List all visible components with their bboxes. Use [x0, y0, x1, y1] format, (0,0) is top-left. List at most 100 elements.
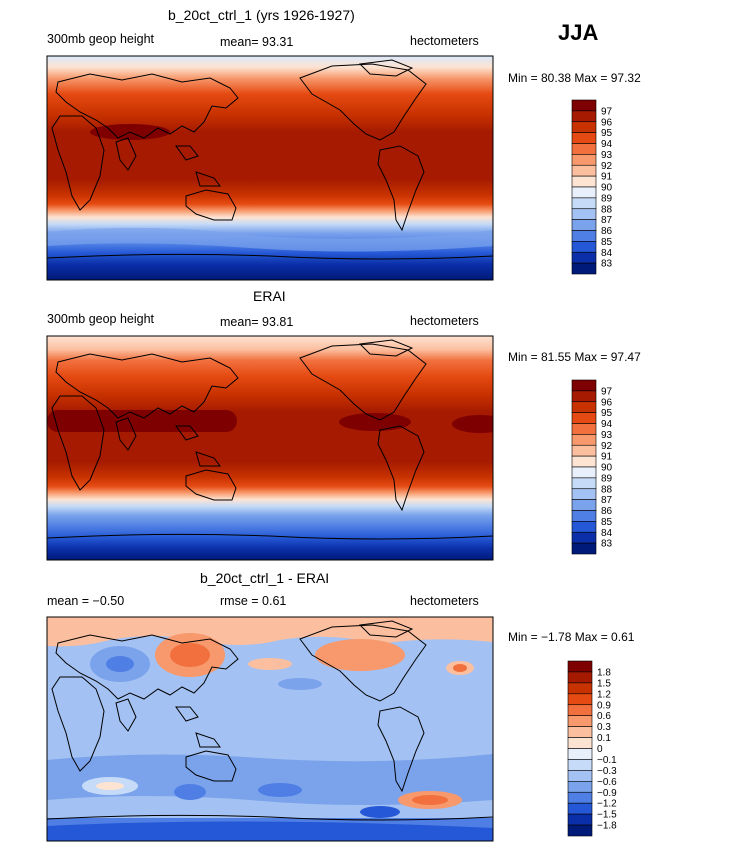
colorbar-tick-label: 85	[601, 237, 613, 248]
season-label: JJA	[558, 20, 599, 45]
colorbar-box	[571, 154, 597, 166]
panel1-variable-label: 300mb geop height	[47, 32, 155, 46]
colorbar-box	[571, 186, 597, 199]
colorbar-box	[571, 488, 597, 500]
colorbar-tick-label: 93	[601, 430, 613, 441]
colorbar-box	[571, 477, 597, 490]
colorbar-box	[571, 132, 597, 144]
panel3-minmax: Min = −1.78 Max = 0.61	[508, 630, 635, 644]
colorbar-box	[567, 715, 593, 727]
colorbar-box	[571, 434, 597, 446]
colorbar-tick-label: −1.8	[597, 821, 617, 832]
colorbar-box	[567, 693, 593, 706]
colorbar-tick-label: 92	[601, 161, 613, 172]
colorbar-box	[571, 444, 597, 457]
colorbar-tick-label: 83	[601, 539, 613, 550]
colorbar-box	[571, 99, 597, 112]
colorbar-box	[571, 241, 597, 253]
panel1-map	[47, 56, 493, 280]
colorbar-tick-label: 92	[601, 441, 613, 452]
colorbar-box	[571, 251, 597, 264]
colorbar-tick-label: 90	[601, 183, 613, 194]
colorbar-tick-label: 83	[601, 259, 613, 270]
colorbar-tick-label: −0.9	[597, 788, 617, 799]
colorbar-tick-label: 96	[601, 117, 613, 128]
colorbar-tick-label: 89	[601, 473, 613, 484]
colorbar-tick-label: 1.2	[597, 689, 611, 700]
colorbar-box	[567, 682, 593, 695]
colorbar-tick-label: 95	[601, 408, 613, 419]
colorbar-tick-label: 95	[601, 128, 613, 139]
colorbar-box	[567, 824, 593, 837]
panel1-minmax: Min = 80.38 Max = 97.32	[508, 71, 641, 85]
colorbar-box	[567, 759, 593, 771]
colorbar-tick-label: 0.9	[597, 700, 611, 711]
colorbar-box	[567, 748, 593, 760]
colorbar-tick-label: 85	[601, 517, 613, 528]
colorbar-tick-label: 88	[601, 204, 613, 215]
colorbar-tick-label: 0	[597, 744, 603, 755]
colorbar-tick-label: 0.3	[597, 722, 611, 733]
colorbar-tick-label: 84	[601, 248, 613, 259]
colorbar-tick-label: 96	[601, 397, 613, 408]
colorbar-box	[567, 813, 593, 826]
colorbar-tick-label: 1.8	[597, 667, 611, 678]
colorbar-tick-label: 94	[601, 419, 613, 430]
panel1-title: b_20ct_ctrl_1 (yrs 1926-1927)	[168, 7, 355, 23]
colorbar-tick-label: 94	[601, 139, 613, 150]
colorbar-tick-label: 86	[601, 226, 613, 237]
colorbar-tick-label: 0.6	[597, 711, 611, 722]
panel2-coastlines	[47, 339, 493, 540]
colorbar-box	[567, 791, 593, 804]
colorbar-tick-label: 87	[601, 495, 613, 506]
colorbar-box	[571, 175, 597, 188]
colorbar-tick-label: 90	[601, 463, 613, 474]
colorbar-tick-label: 84	[601, 528, 613, 539]
panel2-variable-label: 300mb geop height	[47, 312, 155, 326]
colorbar-box	[571, 208, 597, 220]
colorbar-box	[567, 770, 593, 782]
panel1-coastlines	[47, 59, 493, 260]
colorbar-box	[571, 143, 597, 155]
colorbar-tick-label: 88	[601, 484, 613, 495]
colorbar-tick-label: 0.1	[597, 733, 611, 744]
panel3-map	[47, 617, 493, 841]
colorbar-box	[571, 412, 597, 424]
colorbar-box	[571, 531, 597, 544]
panel1-units-label: hectometers	[410, 34, 479, 48]
colorbar-box	[567, 704, 593, 716]
colorbar-tick-label: 1.5	[597, 678, 611, 689]
colorbar-box	[571, 164, 597, 177]
colorbar-box	[571, 390, 597, 403]
colorbar-box	[567, 802, 593, 815]
colorbar-box	[571, 262, 597, 275]
panel2-map	[47, 336, 493, 560]
colorbar-box	[571, 379, 597, 392]
panel2-units-label: hectometers	[410, 314, 479, 328]
colorbar-box	[567, 781, 593, 793]
colorbar-box	[571, 521, 597, 533]
colorbar-box	[571, 110, 597, 123]
colorbar-box	[571, 466, 597, 479]
colorbar-box	[567, 737, 593, 749]
panel3-units-label: hectometers	[410, 594, 479, 608]
panel1-mean-label: mean= 93.31	[220, 35, 294, 49]
colorbar-box	[571, 499, 597, 511]
colorbar-tick-label: 97	[601, 386, 613, 397]
colorbar-box	[571, 455, 597, 468]
colorbar-box	[567, 726, 593, 738]
colorbar-tick-label: 87	[601, 215, 613, 226]
colorbar-tick-label: 91	[601, 172, 613, 183]
colorbar-tick-label: −1.5	[597, 810, 617, 821]
panel3-colorbar: 1.81.51.20.90.60.30.10−0.1−0.3−0.6−0.9−1…	[567, 660, 617, 837]
panel3-mean-label: mean = −0.50	[47, 594, 125, 608]
colorbar-box	[567, 660, 593, 673]
colorbar-box	[571, 542, 597, 555]
colorbar-tick-label: 93	[601, 150, 613, 161]
colorbar-box	[571, 230, 597, 242]
colorbar-box	[571, 197, 597, 210]
colorbar-box	[571, 219, 597, 231]
